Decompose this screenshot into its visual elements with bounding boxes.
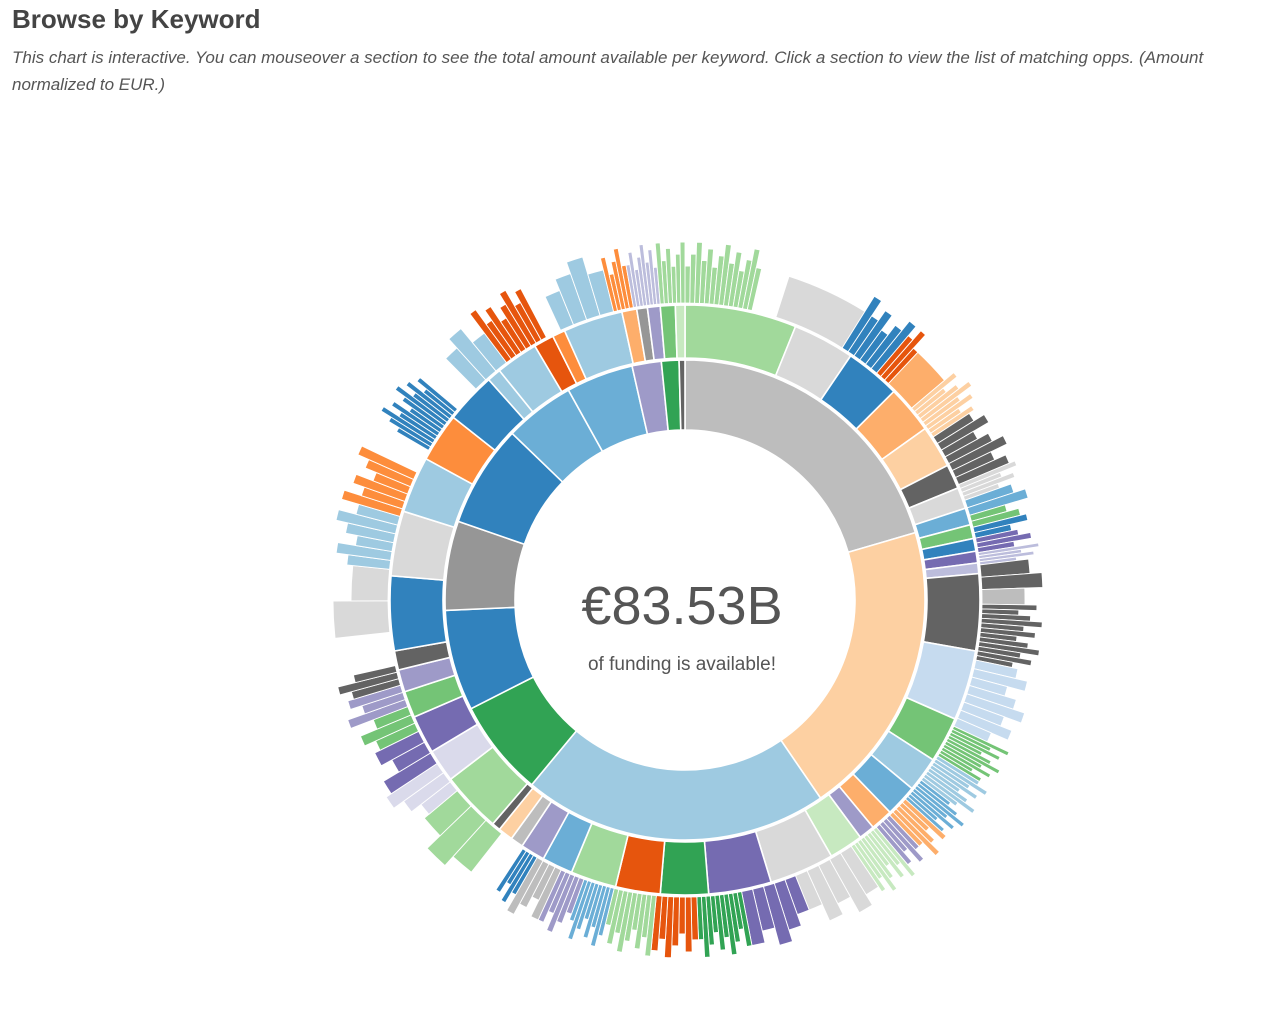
sunburst-segment-level3-32-3[interactable] — [495, 848, 527, 894]
sunburst-segment-level3-0-13[interactable] — [746, 267, 763, 312]
ring-level-3 — [332, 241, 1044, 959]
sunburst-segment-level2-50[interactable] — [674, 304, 686, 359]
total-caption: of funding is available! — [588, 654, 776, 675]
ring-level-1 — [444, 359, 926, 841]
page-description: This chart is interactive. You can mouse… — [12, 48, 1204, 94]
sunburst-segment-level3-27-1[interactable] — [684, 896, 693, 953]
sunburst-segment-level2-36[interactable] — [389, 574, 448, 652]
sunburst-segment-level3-53-5[interactable] — [679, 241, 686, 304]
ring-level-2 — [389, 304, 981, 896]
sunburst-segment-level1-11[interactable] — [678, 359, 686, 431]
sunburst-segment-level3-41-0[interactable] — [332, 600, 391, 639]
sunburst-segment-level3-15[interactable] — [981, 587, 1026, 606]
sunburst-segment-level3-45-11[interactable] — [416, 376, 459, 413]
total-amount: €83.53B — [581, 576, 782, 636]
page-title: Browse by Keyword — [12, 4, 261, 34]
sunburst-segment-level3-48-7[interactable] — [514, 288, 548, 341]
sunburst-segment-level3-43-5[interactable] — [357, 445, 418, 481]
sunburst-segment-level2-12[interactable] — [922, 572, 981, 652]
sunburst-segment-level3-41-1[interactable] — [350, 565, 391, 602]
sunburst-segment-level2-22[interactable] — [659, 840, 710, 896]
sunburst-segment-level3-39-2[interactable] — [352, 665, 398, 684]
